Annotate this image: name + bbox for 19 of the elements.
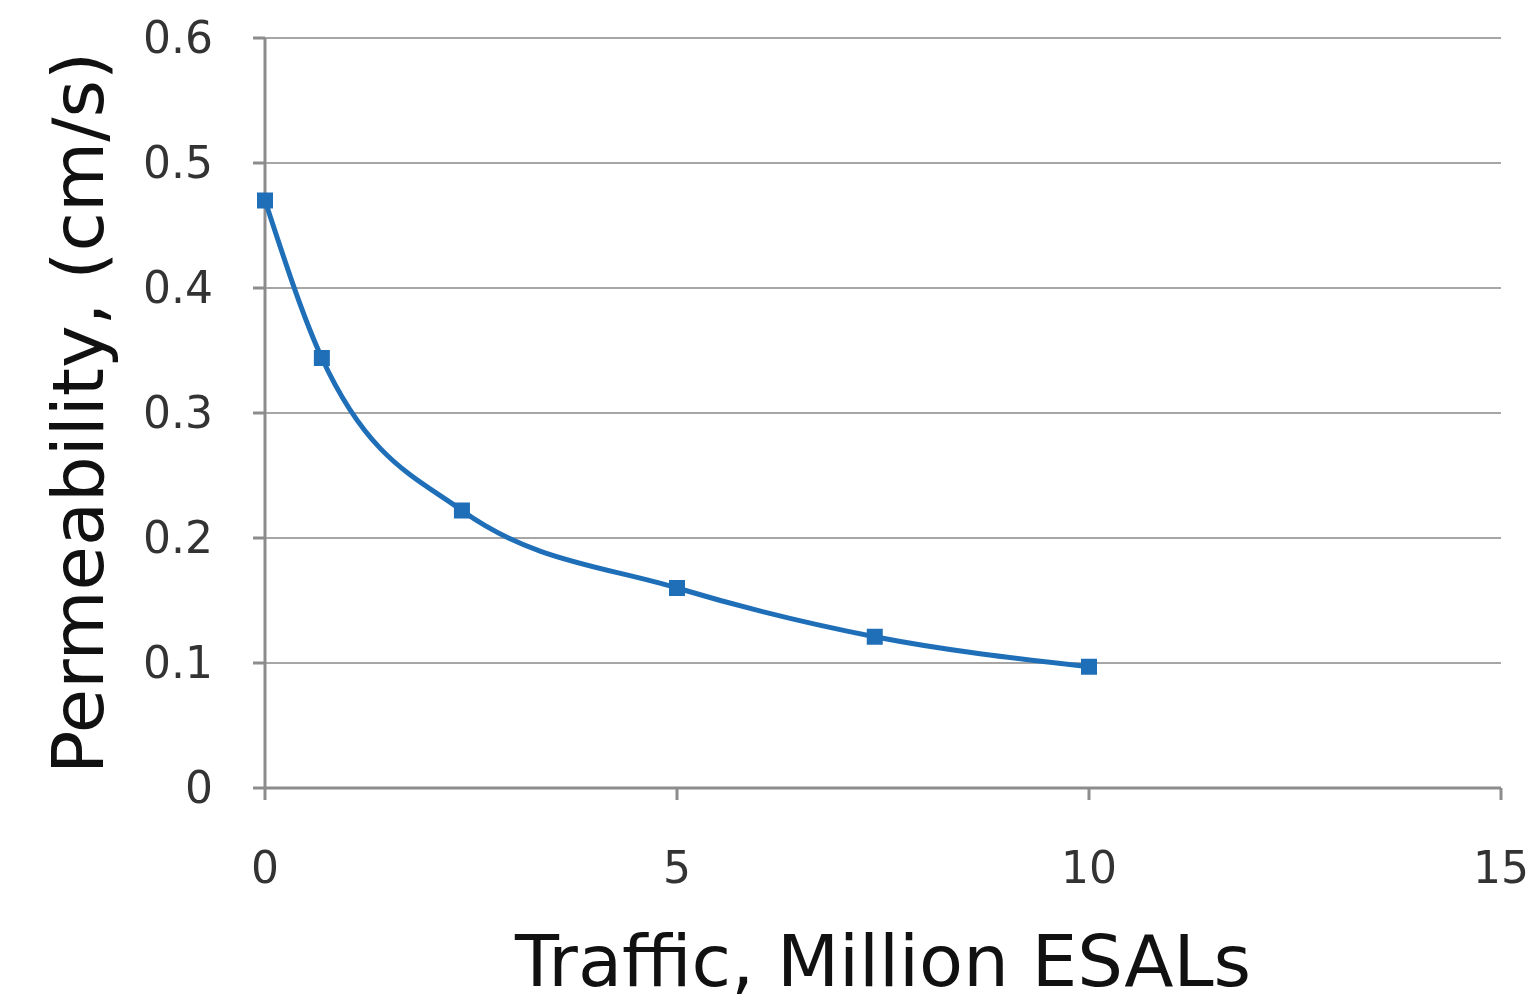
x-tick-label: 15: [1473, 842, 1529, 893]
x-tick-label: 0: [251, 842, 279, 893]
y-tick-label: 0.5: [143, 137, 213, 189]
point: [313, 350, 330, 366]
point: [257, 192, 273, 209]
x-tick-label: 5: [663, 842, 691, 893]
point: [866, 628, 883, 645]
point: [453, 502, 470, 519]
y-tick-label: 0.4: [143, 262, 213, 314]
y-tick-label: 0.6: [143, 12, 213, 64]
y-tick-label: 0.3: [143, 387, 213, 439]
x-axis-title: Traffic, Million ESALs: [513, 919, 1252, 1003]
point: [1081, 658, 1097, 675]
point: [669, 580, 685, 596]
y-tick-label: 0.1: [143, 637, 213, 689]
y-tick-label: 0.2: [143, 512, 213, 564]
y-axis-title: Permeability, (cm/s): [36, 51, 120, 775]
x-tick-label: 10: [1061, 842, 1117, 893]
y-tick-label: 0: [185, 762, 213, 814]
